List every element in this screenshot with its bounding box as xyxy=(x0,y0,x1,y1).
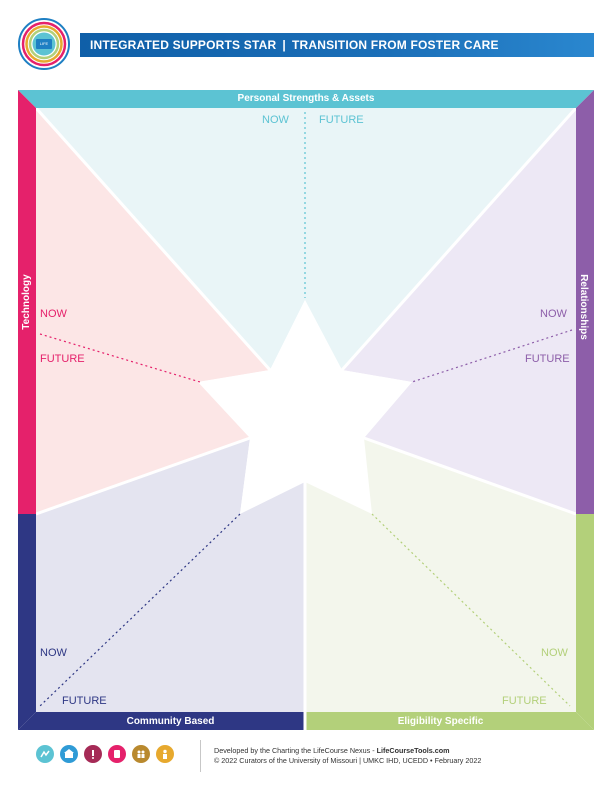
community-living-icon xyxy=(60,745,78,763)
svg-text:LIFE: LIFE xyxy=(40,41,49,46)
relationships-now-label: NOW xyxy=(540,308,567,320)
footer-divider xyxy=(200,740,201,772)
eligibility-future-label: FUTURE xyxy=(502,695,547,707)
header-title-left: INTEGRATED SUPPORTS STAR xyxy=(90,38,277,52)
footer-credit: Developed by the Charting the LifeCourse… xyxy=(214,746,377,755)
citizenship-icon xyxy=(156,745,174,763)
technology-title: Technology xyxy=(21,274,32,330)
center-star xyxy=(198,300,412,514)
footer-line1: Developed by the Charting the LifeCourse… xyxy=(214,746,481,756)
personal-band xyxy=(18,90,594,108)
relationships-band xyxy=(576,90,594,514)
social-icon xyxy=(132,745,150,763)
eligibility-now-label: NOW xyxy=(541,647,568,659)
relationships-future-label: FUTURE xyxy=(525,353,570,365)
technology-band xyxy=(18,90,36,514)
personal-now-label: NOW xyxy=(262,114,289,126)
technology-region xyxy=(36,108,270,514)
eligibility-band-right xyxy=(576,514,594,730)
community-title: Community Based xyxy=(126,716,215,727)
safety-icon xyxy=(84,745,102,763)
personal-future-label: FUTURE xyxy=(319,114,364,126)
daily-life-icon xyxy=(36,745,54,763)
community-band xyxy=(18,712,305,730)
relationships-title: Relationships xyxy=(578,274,589,340)
community-now-label: NOW xyxy=(40,647,67,659)
personal-title: Personal Strengths & Assets xyxy=(237,93,375,104)
lifecourse-logo-icon: LIFE xyxy=(18,18,70,70)
footer-line2: © 2022 Curators of the University of Mis… xyxy=(214,756,482,765)
community-future-label: FUTURE xyxy=(62,695,107,707)
health-icon xyxy=(108,745,126,763)
header-separator: | xyxy=(282,38,286,52)
footer-icons xyxy=(36,745,174,765)
header-title-right: TRANSITION FROM FOSTER CARE xyxy=(291,38,499,52)
technology-now-label: NOW xyxy=(40,308,67,320)
relationships-region xyxy=(342,108,576,514)
personal-region xyxy=(36,108,576,370)
footer-text: Developed by the Charting the LifeCourse… xyxy=(214,746,481,766)
technology-future-label: FUTURE xyxy=(40,353,85,365)
eligibility-title: Eligibility Specific xyxy=(397,716,484,727)
eligibility-region xyxy=(305,438,576,712)
eligibility-band xyxy=(305,712,594,730)
community-band-left xyxy=(18,514,36,730)
community-region xyxy=(36,438,305,712)
footer-link[interactable]: LifeCourseTools.com xyxy=(376,746,450,755)
header-bar: INTEGRATED SUPPORTS STAR | TRANSITION FROM… xyxy=(80,33,594,57)
